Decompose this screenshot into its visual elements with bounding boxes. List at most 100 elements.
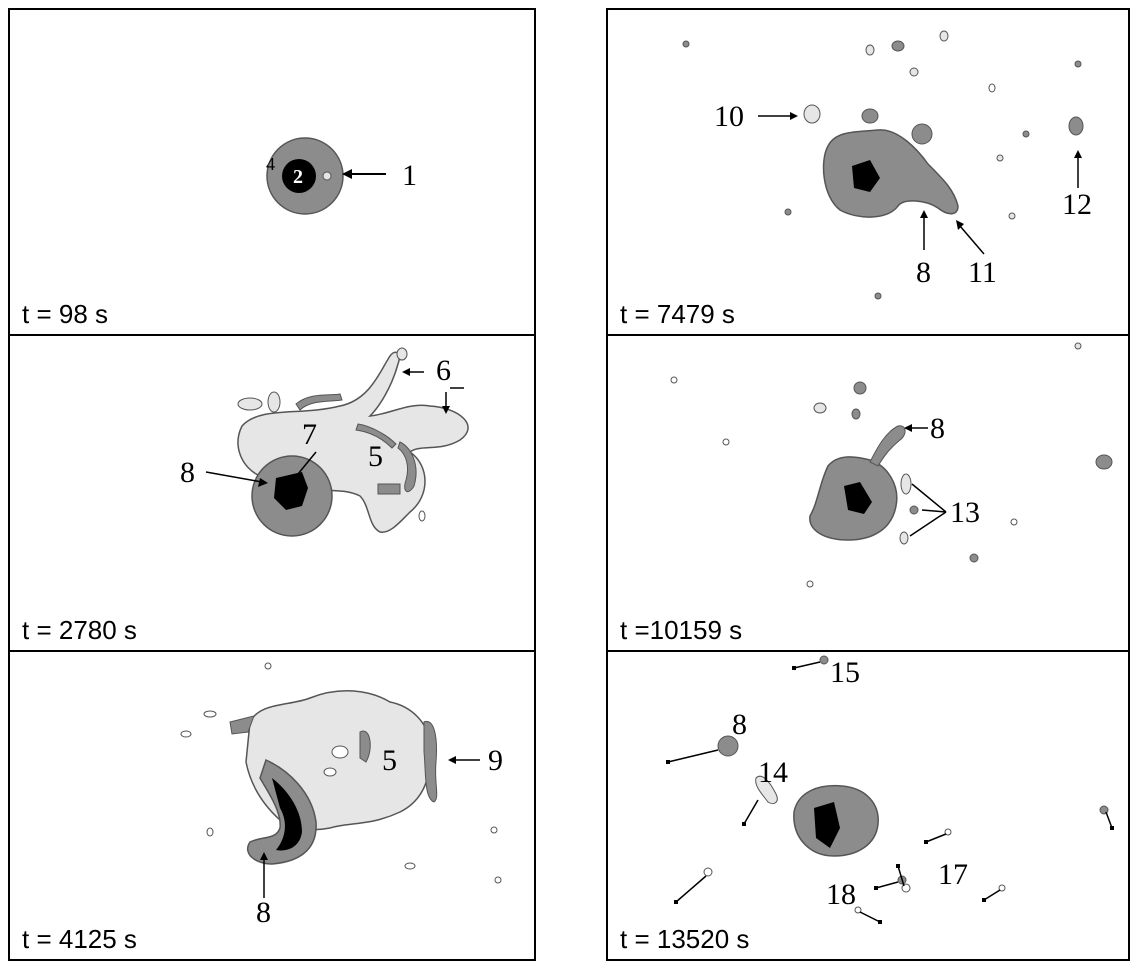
blob xyxy=(899,531,909,545)
mid-band xyxy=(423,721,438,803)
drop-core xyxy=(844,482,872,514)
blob xyxy=(944,828,952,836)
label-5: 5 xyxy=(368,440,383,473)
blob xyxy=(988,83,996,93)
arrow-8 xyxy=(205,471,263,483)
mid-band xyxy=(397,441,417,493)
panel-t10159-figure: 8 13 xyxy=(670,342,1113,588)
blob xyxy=(1022,130,1030,138)
panel-t7479-figure: 10 8 11 12 xyxy=(682,30,1092,300)
arrow-13c xyxy=(909,511,947,537)
arrow-1-head xyxy=(342,169,352,179)
blob xyxy=(418,510,426,522)
label-4: 4 xyxy=(266,154,275,174)
blob xyxy=(206,827,214,837)
arrow-7 xyxy=(297,451,317,475)
time-label: t = 98 s xyxy=(22,299,108,329)
blob xyxy=(813,402,827,414)
blob xyxy=(237,397,263,411)
mid-band xyxy=(229,715,255,735)
label-8: 8 xyxy=(180,456,195,489)
label-7: 7 xyxy=(302,418,317,451)
blob xyxy=(670,376,678,384)
blob xyxy=(939,30,949,42)
stream-8 xyxy=(869,425,906,467)
label-1: 1 xyxy=(402,159,417,192)
label-9: 9 xyxy=(488,744,503,777)
arrow-13a xyxy=(911,483,947,513)
blob xyxy=(1068,116,1084,136)
trajectory xyxy=(1105,811,1113,829)
light-region xyxy=(245,690,431,831)
panel-t2780: 6 5 7 8 t = 2780 s xyxy=(8,334,536,652)
trajectory xyxy=(675,875,707,903)
arrow-9-head xyxy=(448,756,456,764)
blob-8 xyxy=(717,735,739,757)
trajectory-start xyxy=(1110,826,1114,830)
panel-t4125-figure: 5 9 8 xyxy=(180,662,503,929)
label-8: 8 xyxy=(732,708,747,741)
blob xyxy=(806,580,814,588)
mid-band xyxy=(295,393,343,411)
blob xyxy=(909,505,919,515)
trajectory xyxy=(667,749,719,763)
blob xyxy=(803,104,821,124)
label-14: 14 xyxy=(758,756,788,789)
trajectory-start xyxy=(874,886,878,890)
trajectory-start xyxy=(674,900,678,904)
blob xyxy=(865,44,875,56)
time-label: t =10159 s xyxy=(620,615,743,645)
label-13: 13 xyxy=(950,496,980,529)
panel-t7479: 10 8 11 12 t = 7479 s xyxy=(606,8,1130,336)
blob xyxy=(909,67,919,77)
blob xyxy=(1074,342,1082,350)
arrow-8-head xyxy=(920,210,928,218)
mid-band xyxy=(377,483,401,495)
blob xyxy=(854,906,862,914)
label-17: 17 xyxy=(938,858,968,891)
drop-core xyxy=(852,160,880,192)
arrow-11 xyxy=(959,225,985,255)
arrow-6b-head xyxy=(402,368,410,376)
blob xyxy=(996,154,1004,162)
label-8: 8 xyxy=(256,896,271,929)
blob-15 xyxy=(819,655,829,665)
label-11: 11 xyxy=(968,256,997,289)
drop-core xyxy=(282,159,316,193)
main-drop xyxy=(822,129,959,218)
blob xyxy=(784,208,792,216)
trajectory xyxy=(793,661,821,669)
trajectory-start xyxy=(982,898,986,902)
blob xyxy=(1010,518,1018,526)
time-label: t = 2780 s xyxy=(22,615,137,645)
arrow-11-head xyxy=(956,220,964,230)
blob xyxy=(267,391,281,413)
label-6: 6 xyxy=(436,354,451,387)
panel-t10159: 8 13 t =10159 s xyxy=(606,334,1130,652)
label-15: 15 xyxy=(830,656,860,689)
trajectory xyxy=(743,799,759,825)
time-label: t = 13520 s xyxy=(620,924,750,954)
label-10: 10 xyxy=(714,100,744,133)
blob xyxy=(1095,454,1113,470)
panel-t98: 2 4 1 t = 98 s xyxy=(8,8,536,336)
hole xyxy=(323,767,337,777)
trajectory-start xyxy=(924,840,928,844)
trajectory xyxy=(897,865,905,887)
time-label: t = 4125 s xyxy=(22,924,137,954)
trajectory xyxy=(983,889,1001,901)
trajectory xyxy=(925,833,947,843)
blob xyxy=(998,884,1006,892)
trajectory xyxy=(875,881,899,889)
drop-core xyxy=(274,472,308,510)
blob xyxy=(703,867,713,877)
blob xyxy=(490,826,498,834)
panel-t2780-figure: 6 5 7 8 xyxy=(180,347,469,537)
blob xyxy=(180,730,192,738)
blob xyxy=(851,408,861,420)
panel-t13520: 8 14 15 17 18 t = 13520 s xyxy=(606,650,1130,961)
trajectory-start xyxy=(792,666,796,670)
blob xyxy=(969,553,979,563)
blob xyxy=(874,292,882,300)
label-12: 12 xyxy=(1062,188,1092,221)
